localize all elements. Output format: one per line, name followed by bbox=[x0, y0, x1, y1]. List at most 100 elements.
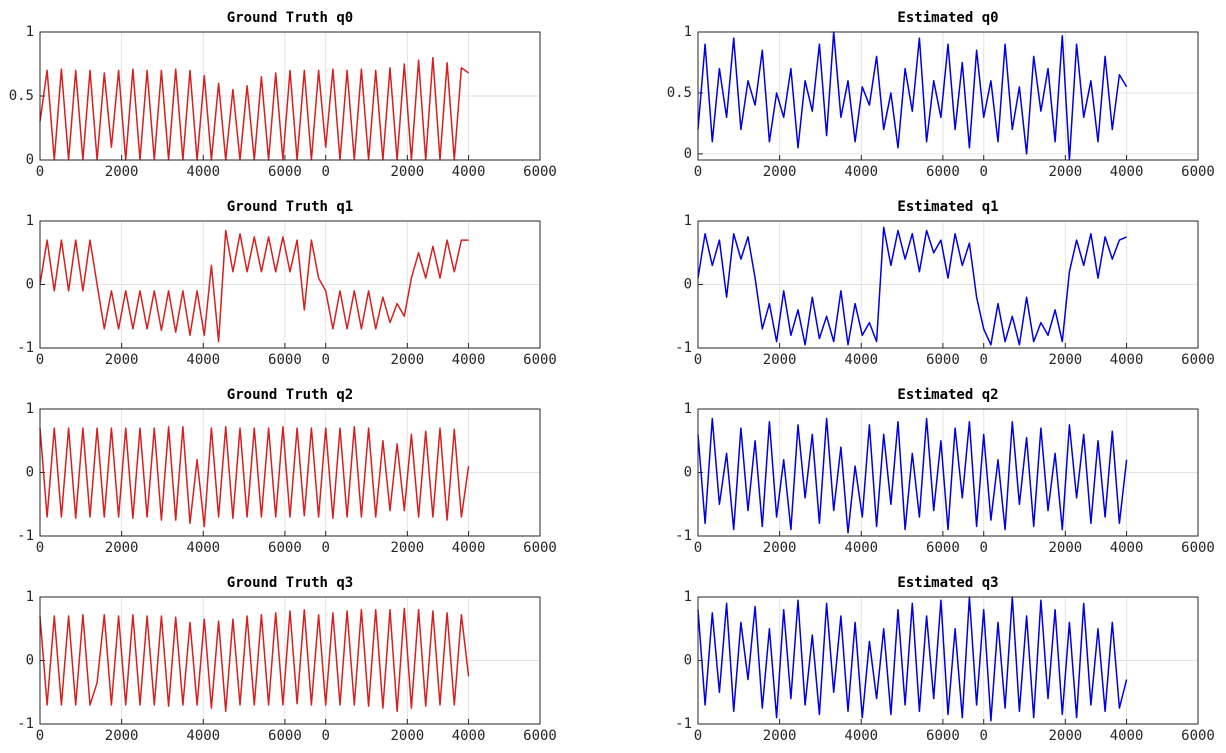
x-tick-label: 6000 bbox=[926, 352, 960, 368]
x-tick-label: 2000 bbox=[105, 540, 139, 556]
x-tick-label: 2000 bbox=[1048, 728, 1082, 744]
x-tick-label: 6000 bbox=[268, 728, 302, 744]
chart-title: Ground Truth q3 bbox=[227, 575, 353, 591]
data-line bbox=[697, 417, 1128, 534]
x-tick-label: 2000 bbox=[105, 164, 139, 180]
x-tick-label: 6000 bbox=[268, 540, 302, 556]
chart-title: Ground Truth q0 bbox=[227, 10, 353, 26]
x-tick-label: 6000 bbox=[268, 164, 302, 180]
y-tick-label: 1 bbox=[26, 213, 34, 229]
x-tick-label: 0 bbox=[36, 164, 44, 180]
x-tick-label: 0 bbox=[36, 352, 44, 368]
x-tick-label: 0 bbox=[36, 728, 44, 744]
x-tick-label: 0 bbox=[321, 728, 329, 744]
chart-title: Estimated q0 bbox=[897, 10, 998, 26]
x-tick-label: 0 bbox=[979, 164, 987, 180]
x-tick-label: 2000 bbox=[105, 352, 139, 368]
x-tick-label: 4000 bbox=[1110, 540, 1144, 556]
x-tick-label: 0 bbox=[321, 540, 329, 556]
data-line bbox=[39, 607, 470, 713]
x-tick-label: 2000 bbox=[390, 540, 424, 556]
axes-box bbox=[39, 408, 541, 537]
x-tick-label: 0 bbox=[979, 540, 987, 556]
y-tick-label: 1 bbox=[26, 589, 34, 605]
x-tick-label: 4000 bbox=[452, 164, 486, 180]
y-tick-label: 0.5 bbox=[667, 85, 692, 101]
x-tick-label: 6000 bbox=[926, 728, 960, 744]
x-tick-label: 2000 bbox=[390, 728, 424, 744]
y-tick-label: 0.5 bbox=[9, 88, 34, 104]
x-tick-label: 6000 bbox=[1181, 728, 1215, 744]
y-tick-label: -1 bbox=[675, 340, 692, 356]
y-tick-label: -1 bbox=[675, 528, 692, 544]
x-tick-label: 4000 bbox=[844, 540, 878, 556]
axes-box bbox=[697, 220, 1199, 349]
x-tick-label: 4000 bbox=[452, 728, 486, 744]
y-tick-label: 1 bbox=[26, 24, 34, 40]
x-tick-label: 2000 bbox=[1048, 164, 1082, 180]
x-tick-label: 4000 bbox=[1110, 164, 1144, 180]
y-tick-label: -1 bbox=[17, 528, 34, 544]
plot: 0 2000 4000 6000 0 2000 4000 6000 0 0.5 1 Ground Tr… bbox=[9, 10, 557, 180]
x-tick-label: 0 bbox=[36, 540, 44, 556]
x-tick-label: 2000 bbox=[1048, 540, 1082, 556]
y-tick-label: 0 bbox=[26, 277, 34, 293]
x-tick-label: 4000 bbox=[186, 352, 220, 368]
y-tick-label: 0 bbox=[26, 465, 34, 481]
plot: 0 2000 4000 6000 0 2000 4000 6000 0 0.5 1 Estimated… bbox=[667, 10, 1215, 180]
x-tick-label: 2000 bbox=[763, 728, 797, 744]
x-tick-label: 6000 bbox=[523, 728, 557, 744]
data-line bbox=[697, 31, 1128, 161]
x-tick-label: 6000 bbox=[1181, 540, 1215, 556]
chart-title: Ground Truth q2 bbox=[227, 387, 353, 403]
x-tick-label: 0 bbox=[321, 164, 329, 180]
x-tick-label: 2000 bbox=[390, 352, 424, 368]
x-tick-label: 6000 bbox=[1181, 352, 1215, 368]
y-tick-label: 0 bbox=[684, 277, 692, 293]
x-tick-label: 2000 bbox=[763, 164, 797, 180]
plot-area bbox=[698, 32, 1198, 160]
chart-title: Estimated q3 bbox=[897, 575, 998, 591]
chart-title: Ground Truth q1 bbox=[227, 199, 353, 215]
y-tick-label: 1 bbox=[684, 589, 692, 605]
y-tick-label: 0 bbox=[684, 146, 692, 162]
y-tick-label: -1 bbox=[675, 716, 692, 732]
x-tick-label: 4000 bbox=[1110, 728, 1144, 744]
y-tick-label: 0 bbox=[26, 653, 34, 669]
x-tick-label: 2000 bbox=[105, 728, 139, 744]
x-tick-label: 6000 bbox=[523, 352, 557, 368]
x-tick-label: 0 bbox=[979, 728, 987, 744]
x-tick-label: 4000 bbox=[452, 540, 486, 556]
y-tick-label: 0 bbox=[26, 152, 34, 168]
x-tick-label: 6000 bbox=[1181, 164, 1215, 180]
x-tick-label: 0 bbox=[694, 728, 702, 744]
chart-title: Estimated q1 bbox=[897, 199, 998, 215]
x-tick-label: 4000 bbox=[844, 728, 878, 744]
y-tick-label: 1 bbox=[684, 401, 692, 417]
y-tick-label: 1 bbox=[684, 213, 692, 229]
y-tick-label: 0 bbox=[684, 465, 692, 481]
axes-box bbox=[39, 596, 541, 725]
y-tick-label: 1 bbox=[684, 24, 692, 40]
data-line bbox=[697, 596, 1128, 722]
plot: 0 2000 4000 6000 0 2000 4000 6000-101Estimated … bbox=[675, 387, 1215, 556]
x-tick-label: 2000 bbox=[763, 540, 797, 556]
data-line bbox=[39, 229, 469, 343]
x-tick-label: 4000 bbox=[452, 352, 486, 368]
x-tick-label: 4000 bbox=[186, 164, 220, 180]
axes-box bbox=[39, 31, 541, 161]
x-tick-label: 4000 bbox=[186, 540, 220, 556]
axes-box bbox=[39, 220, 541, 349]
x-tick-label: 6000 bbox=[523, 164, 557, 180]
x-tick-label: 6000 bbox=[926, 540, 960, 556]
y-tick-label: -1 bbox=[17, 340, 34, 356]
y-tick-label: 1 bbox=[26, 401, 34, 417]
x-tick-label: 4000 bbox=[186, 728, 220, 744]
x-tick-label: 4000 bbox=[1110, 352, 1144, 368]
x-tick-label: 6000 bbox=[268, 352, 302, 368]
x-tick-label: 4000 bbox=[844, 164, 878, 180]
